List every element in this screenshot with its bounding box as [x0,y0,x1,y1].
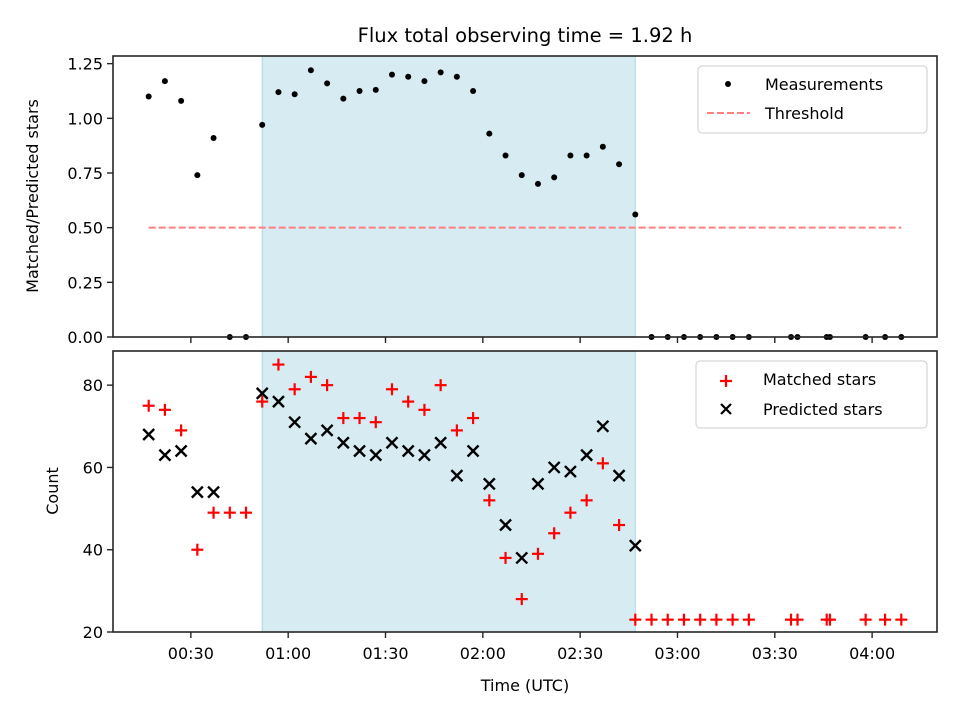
bottom-legend: Matched stars Predicted stars [696,361,927,428]
y-tick-label: 0.75 [67,164,103,183]
measurement-point [211,135,217,141]
top-y-axis-label: Matched/Predicted stars [23,99,42,293]
shaded-band [262,351,635,632]
legend-predicted-label: Predicted stars [763,400,883,419]
shaded-band [262,56,635,337]
x-axis-label: Time (UTC) [480,676,569,695]
x-tick-label: 01:30 [362,644,408,663]
measurement-point [421,78,427,84]
measurement-point [292,91,298,97]
measurement-point [551,174,557,180]
measurement-point [584,152,590,158]
measurement-point [373,87,379,93]
x-tick-label: 01:00 [265,644,311,663]
y-tick-label: 60 [83,458,103,477]
x-tick-label: 03:00 [654,644,700,663]
measurement-point [259,122,265,128]
measurement-point [194,172,200,178]
measurement-point [535,181,541,187]
x-tick-label: 04:00 [849,644,895,663]
measurement-point [632,212,638,218]
measurement-point [454,74,460,80]
legend-threshold-label: Threshold [764,104,844,123]
y-tick-label: 0.50 [67,219,103,238]
measurements-legend-marker-icon [725,81,731,87]
y-tick-label: 0.00 [67,328,103,347]
y-tick-label: 1.00 [67,109,103,128]
measurement-point [567,152,573,158]
measurement-point [389,72,395,78]
measurement-point [275,89,281,95]
measurement-point [162,78,168,84]
observing-window-band-bottom [262,351,635,632]
figure-title: Flux total observing time = 1.92 h [358,24,693,47]
measurement-point [146,93,152,99]
y-tick-label: 0.25 [67,273,103,292]
x-tick-label: 02:30 [557,644,603,663]
legend-matched-label: Matched stars [763,370,876,389]
legend-measurements-label: Measurements [765,75,883,94]
y-tick-label: 40 [83,541,103,560]
measurement-point [438,69,444,75]
measurement-point [616,161,622,167]
measurement-point [600,144,606,150]
bottom-y-axis-label: Count [43,467,62,515]
measurement-point [308,67,314,73]
y-tick-label: 1.25 [67,55,103,74]
measurement-point [324,80,330,86]
figure: Flux total observing time = 1.92 h 0.00 0… [0,0,960,720]
x-tick-label: 00:30 [168,644,214,663]
y-tick-label: 20 [83,623,103,642]
x-tick-label: 03:30 [752,644,798,663]
observing-window-band-top [262,56,635,337]
measurement-point [470,88,476,94]
measurement-point [486,131,492,137]
measurement-point [178,98,184,104]
measurement-point [405,74,411,80]
top-legend: Measurements Threshold [698,66,927,133]
x-tick-label: 02:00 [460,644,506,663]
y-tick-label: 80 [83,376,103,395]
measurement-point [503,152,509,158]
measurement-point [357,88,363,94]
measurement-point [519,172,525,178]
measurement-point [340,96,346,102]
